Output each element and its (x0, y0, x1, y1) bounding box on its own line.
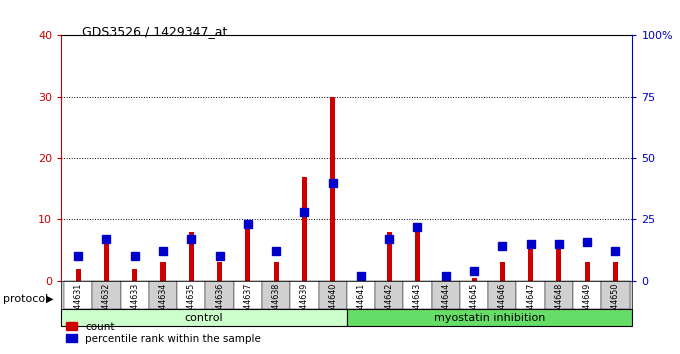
Bar (318, 281, 347, 309)
Text: myostatin inhibition: myostatin inhibition (434, 313, 545, 322)
Bar (347, 309, 632, 326)
Text: ▶: ▶ (46, 294, 54, 304)
Text: GSM344631: GSM344631 (73, 283, 83, 331)
Text: GSM344648: GSM344648 (554, 283, 563, 331)
Text: GSM344649: GSM344649 (583, 283, 592, 331)
Text: GSM344634: GSM344634 (158, 283, 167, 331)
Bar (517, 281, 545, 309)
Bar (104, 244, 109, 281)
Bar (585, 262, 590, 281)
Text: GSM344632: GSM344632 (102, 283, 111, 331)
Bar (528, 244, 533, 281)
Text: GSM344650: GSM344650 (611, 283, 620, 331)
Bar (330, 97, 335, 281)
Text: GSM344640: GSM344640 (328, 283, 337, 331)
Text: GSM344643: GSM344643 (413, 283, 422, 331)
Bar (613, 262, 618, 281)
Bar (132, 269, 137, 281)
Bar (415, 232, 420, 281)
Legend: count, percentile rank within the sample: count, percentile rank within the sample (67, 321, 261, 344)
Bar (149, 281, 177, 309)
Bar (302, 177, 307, 281)
Bar (556, 244, 562, 281)
Bar (375, 281, 403, 309)
Text: GSM344645: GSM344645 (470, 283, 479, 331)
Bar (92, 281, 120, 309)
Bar (347, 281, 375, 309)
Text: GSM344638: GSM344638 (271, 283, 281, 331)
Bar (358, 278, 364, 281)
Bar (262, 281, 290, 309)
Bar (205, 281, 234, 309)
Bar (500, 262, 505, 281)
Bar (403, 281, 432, 309)
Bar (189, 232, 194, 281)
Bar (488, 281, 517, 309)
Bar (545, 281, 573, 309)
Text: GSM344636: GSM344636 (215, 283, 224, 331)
Text: GSM344642: GSM344642 (385, 283, 394, 331)
Bar (160, 262, 165, 281)
Bar (217, 262, 222, 281)
Bar (460, 281, 488, 309)
Bar (387, 232, 392, 281)
Bar (245, 225, 250, 281)
Text: GSM344644: GSM344644 (441, 283, 450, 331)
Bar (64, 281, 92, 309)
Bar (573, 281, 601, 309)
Text: GSM344641: GSM344641 (356, 283, 365, 331)
Text: GSM344639: GSM344639 (300, 283, 309, 331)
Text: GSM344637: GSM344637 (243, 283, 252, 331)
Bar (120, 281, 149, 309)
Bar (273, 262, 279, 281)
Text: GSM344635: GSM344635 (187, 283, 196, 331)
Bar (234, 281, 262, 309)
Bar (177, 281, 205, 309)
Bar (471, 278, 477, 281)
Bar (75, 269, 81, 281)
Text: GSM344633: GSM344633 (131, 283, 139, 331)
Text: GSM344646: GSM344646 (498, 283, 507, 331)
Text: control: control (185, 313, 223, 322)
Text: protocol: protocol (3, 294, 49, 304)
Text: GSM344647: GSM344647 (526, 283, 535, 331)
Bar (290, 281, 318, 309)
Bar (432, 281, 460, 309)
Bar (443, 275, 448, 281)
Bar (601, 281, 630, 309)
Bar (61, 309, 347, 326)
Text: GDS3526 / 1429347_at: GDS3526 / 1429347_at (82, 25, 227, 38)
